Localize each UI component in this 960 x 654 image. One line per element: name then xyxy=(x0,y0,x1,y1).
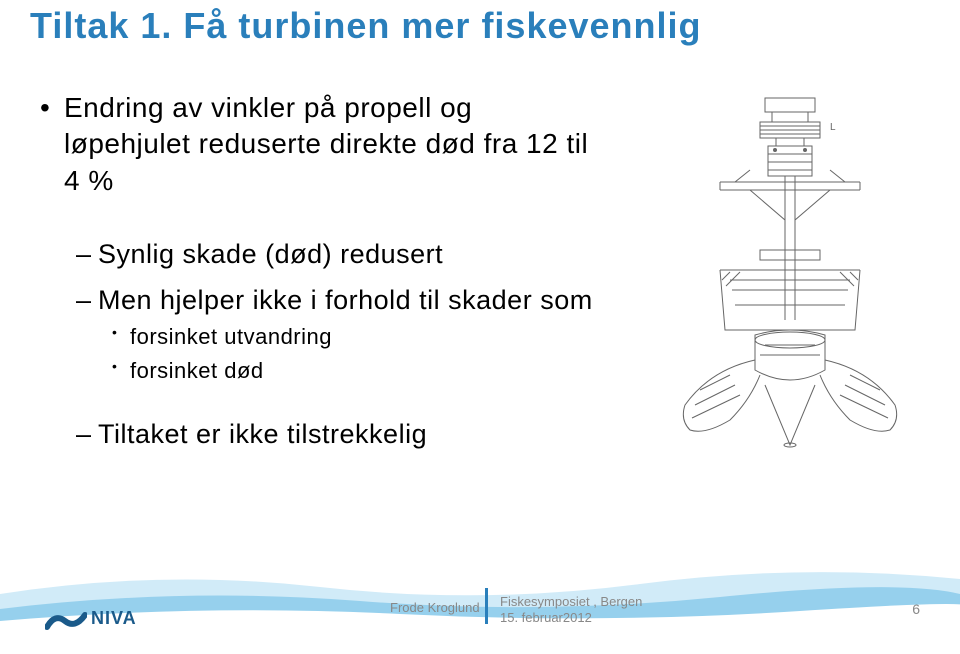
footer-divider xyxy=(485,588,488,624)
bullet-subsub-2: forsinket død xyxy=(112,358,600,384)
bullet-sub-3: Tiltaket er ikke tilstrekkelig xyxy=(76,419,600,450)
footer-wave xyxy=(0,559,960,649)
footer-date: 15. februar2012 xyxy=(500,610,592,625)
slide-title: Tiltak 1. Få turbinen mer fiskevennlig xyxy=(30,5,702,47)
turbine-diagram: L xyxy=(660,90,920,470)
logo: NIVA xyxy=(45,605,137,631)
content-area: Endring av vinkler på propell og løpehju… xyxy=(40,90,600,450)
bullet-main: Endring av vinkler på propell og løpehju… xyxy=(40,90,600,199)
page-number: 6 xyxy=(912,601,920,617)
logo-icon xyxy=(45,605,87,631)
sub-bullet-group: Synlig skade (død) redusert Men hjelper … xyxy=(40,239,600,450)
bullet-subsub-1: forsinket utvandring xyxy=(112,324,600,350)
bullet-sub-2: Men hjelper ikke i forhold til skader so… xyxy=(76,285,600,316)
bullet-sub-1: Synlig skade (død) redusert xyxy=(76,239,600,270)
footer-event: Fiskesymposiet , Bergen xyxy=(500,594,642,609)
svg-text:L: L xyxy=(830,122,836,133)
logo-text: NIVA xyxy=(91,608,137,629)
slide-container: Tiltak 1. Få turbinen mer fiskevennlig E… xyxy=(0,0,960,649)
footer-author: Frode Kroglund xyxy=(390,600,480,615)
